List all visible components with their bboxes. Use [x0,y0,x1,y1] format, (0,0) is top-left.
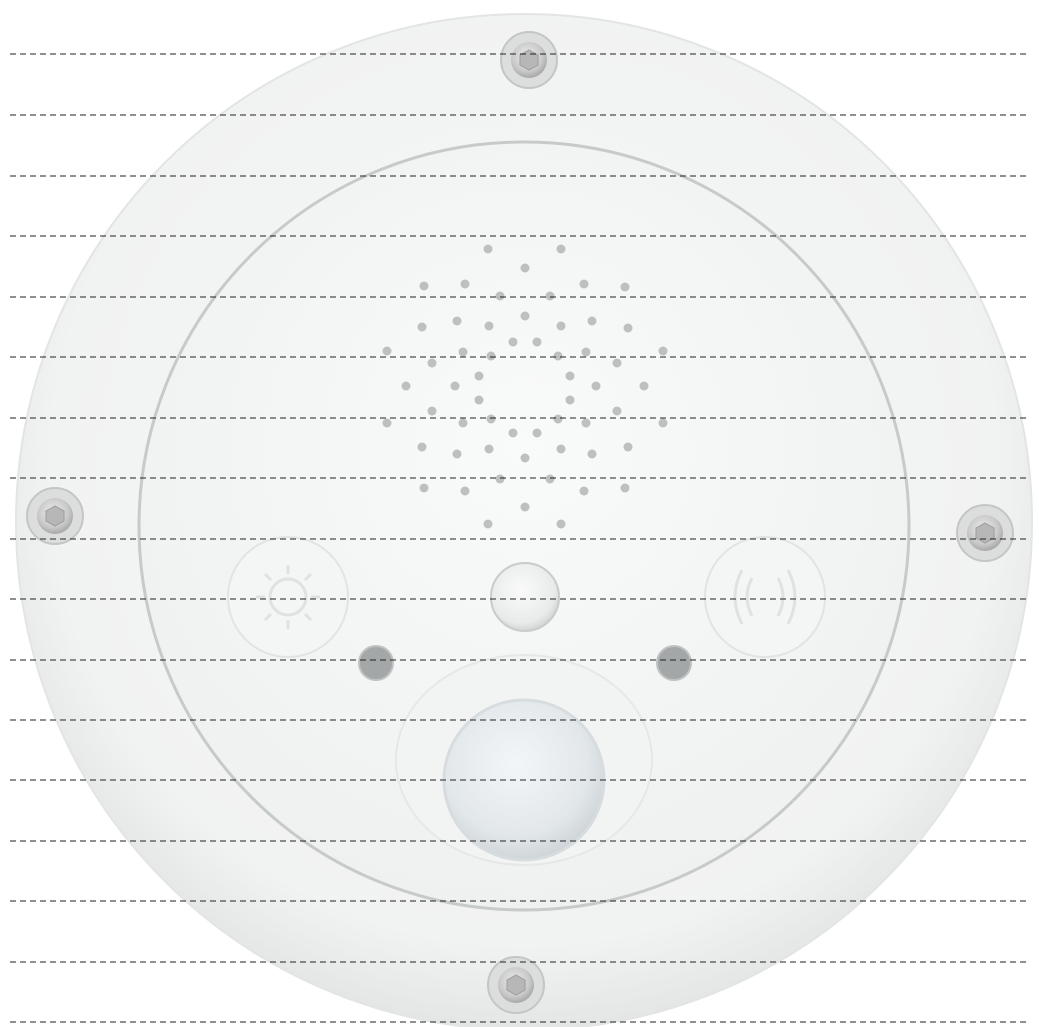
pir-sensor [395,654,653,866]
screw-icon [500,31,558,89]
screw-icon [956,504,1014,562]
left-led [358,645,394,681]
sound-waves-icon [733,569,797,625]
light-button[interactable] [227,536,349,658]
screw-icon [26,487,84,545]
speaker-grille [382,244,668,529]
inner-panel [137,140,911,912]
dashed-guide-lines [10,53,1030,1023]
sound-button[interactable] [704,536,826,658]
right-led [656,645,692,681]
call-button[interactable] [490,562,560,632]
sun-icon [256,565,320,629]
screw-icon [487,956,545,1014]
